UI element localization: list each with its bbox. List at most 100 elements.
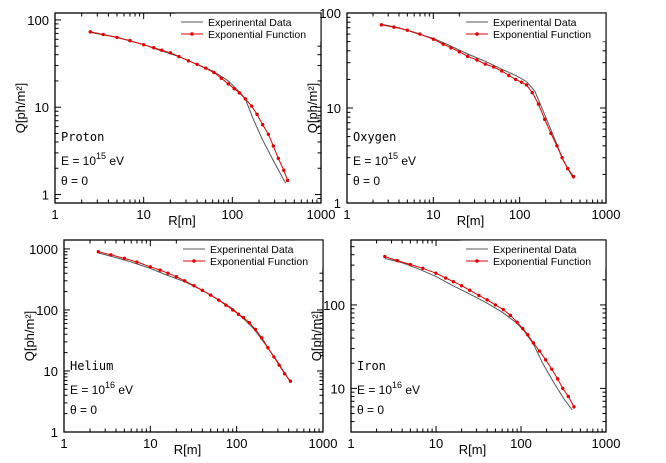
series-exponential-point [491, 65, 496, 69]
legend-exponential-marker [475, 32, 479, 36]
series-exponential-point [276, 156, 281, 161]
series-exponential-point [508, 313, 513, 318]
legend-experimental-label: Experinental Data [210, 244, 294, 256]
series-exponential-point [408, 262, 413, 267]
series-exponential-point [485, 298, 489, 302]
series-exponential-point [555, 377, 560, 381]
annotation-energy: E = 1015 eV [61, 151, 124, 168]
series-exponential-point [443, 276, 448, 280]
x-tick-label: 100 [509, 207, 531, 222]
series-exponential-point [177, 54, 181, 59]
series-exponential-point [231, 308, 235, 312]
series-exponential-point [128, 38, 132, 43]
series-exponential-point [555, 144, 559, 148]
x-tick-label: 1 [51, 207, 58, 222]
series-exponential-point [195, 62, 199, 67]
x-tick-label: 1000 [307, 207, 336, 222]
x-axis-label: R[m] [168, 213, 195, 228]
y-axis-label: Q[ph/m²] [13, 83, 28, 134]
series-exponential-point [88, 30, 92, 34]
series-exponential-point [561, 386, 565, 391]
series-exponential-point [531, 341, 536, 345]
series-exponential-point [141, 43, 146, 47]
legend-exponential-marker [192, 259, 196, 263]
series-exponential-point [160, 48, 164, 52]
series-exponential-point [418, 32, 422, 36]
plot-frame [54, 12, 322, 204]
series-exponential-point [565, 166, 570, 171]
x-tick-label: 1 [347, 436, 354, 451]
panel-proton: 1 10 100 1000 1 10 100 R[m] Q[ph/m²] Experinental… [13, 12, 336, 228]
series-exponential-point [115, 35, 119, 40]
series-exponential-point [166, 271, 170, 275]
series-exponential-point [260, 123, 265, 127]
series-exponential-point [96, 250, 101, 254]
y-axis-label: Q[ph/m²] [22, 311, 37, 362]
legend-exponential-marker [475, 259, 479, 263]
series-experimental-line [384, 258, 573, 411]
series-exponential-point [434, 271, 438, 275]
y-tick-label: 10 [44, 364, 58, 379]
y-axis-label: Q[ph/m²] [305, 83, 320, 134]
series-exponential-point [272, 355, 276, 359]
series-exponential-point [253, 327, 258, 332]
x-tick-label: 1 [60, 436, 67, 451]
series-exponential-point [536, 102, 541, 106]
series-exponential-point [243, 97, 247, 101]
annotation-energy: E = 1015 eV [353, 151, 416, 168]
series-exponential-point [236, 312, 241, 316]
series-exponential-point [475, 58, 479, 62]
series-exponential-point [266, 346, 270, 350]
series-exponential-point [212, 70, 216, 75]
series-exponential-point [226, 82, 230, 86]
y-tick-label: 100 [319, 6, 341, 21]
series-exponential-point [524, 83, 529, 87]
x-axis-label: R[m] [459, 442, 486, 457]
annotation-particle: Iron [357, 359, 386, 373]
series-exponential-point [174, 275, 179, 279]
series-exponential-point [572, 405, 576, 409]
series-exponential-point [537, 349, 542, 353]
series-exponential-point [255, 112, 259, 116]
y-tick-label: 1 [51, 425, 58, 440]
series-exponential-point [288, 379, 293, 383]
panel-helium: 1 10 100 1000 1 10 100 1000 R[m] Q[ph/m²] Experine… [22, 239, 337, 457]
series-exponential-point [135, 260, 139, 264]
series-exponential-point [247, 320, 251, 325]
x-tick-label: 10 [429, 436, 443, 451]
annotation-particle: Helium [70, 359, 113, 373]
legend-exponential-label: Exponential Function [208, 29, 306, 41]
x-tick-label: 10 [136, 207, 150, 222]
series-exponential-point [519, 80, 524, 84]
legend-experimental-label: Experinental Data [208, 17, 292, 29]
series-exponential-point [543, 117, 547, 122]
series-exponential-point [549, 131, 553, 136]
annotation-angle: θ = 0 [61, 174, 88, 188]
series-exponential-point [493, 303, 498, 307]
series-exponential-point [192, 283, 196, 288]
series-exponential-point [237, 91, 242, 95]
y-tick-label: 1 [334, 196, 341, 211]
annotation-angle: θ = 0 [353, 174, 380, 188]
series-exponential-point [148, 265, 153, 269]
y-tick-label: 100 [323, 298, 345, 313]
plot-frame [350, 239, 607, 433]
legend-exponential-marker [190, 32, 194, 36]
series-exponential-point [224, 303, 228, 307]
y-tick-label: 1000 [29, 242, 58, 257]
x-tick-label: 1000 [592, 207, 621, 222]
series-exponential-point [451, 279, 456, 284]
series-exponential-point [232, 86, 236, 91]
series-exponential-point [101, 32, 105, 37]
series-exponential-point [449, 46, 453, 50]
series-exponential-point [241, 315, 246, 320]
series-exponential-point [208, 293, 213, 297]
annotation-angle: θ = 0 [70, 403, 97, 417]
series-exponential-point [459, 284, 464, 288]
series-exponential-point [200, 288, 205, 292]
x-tick-label: 10 [426, 207, 440, 222]
legend-box [177, 240, 323, 269]
annotation-angle: θ = 0 [357, 403, 384, 417]
x-axis-label: R[m] [457, 213, 484, 228]
